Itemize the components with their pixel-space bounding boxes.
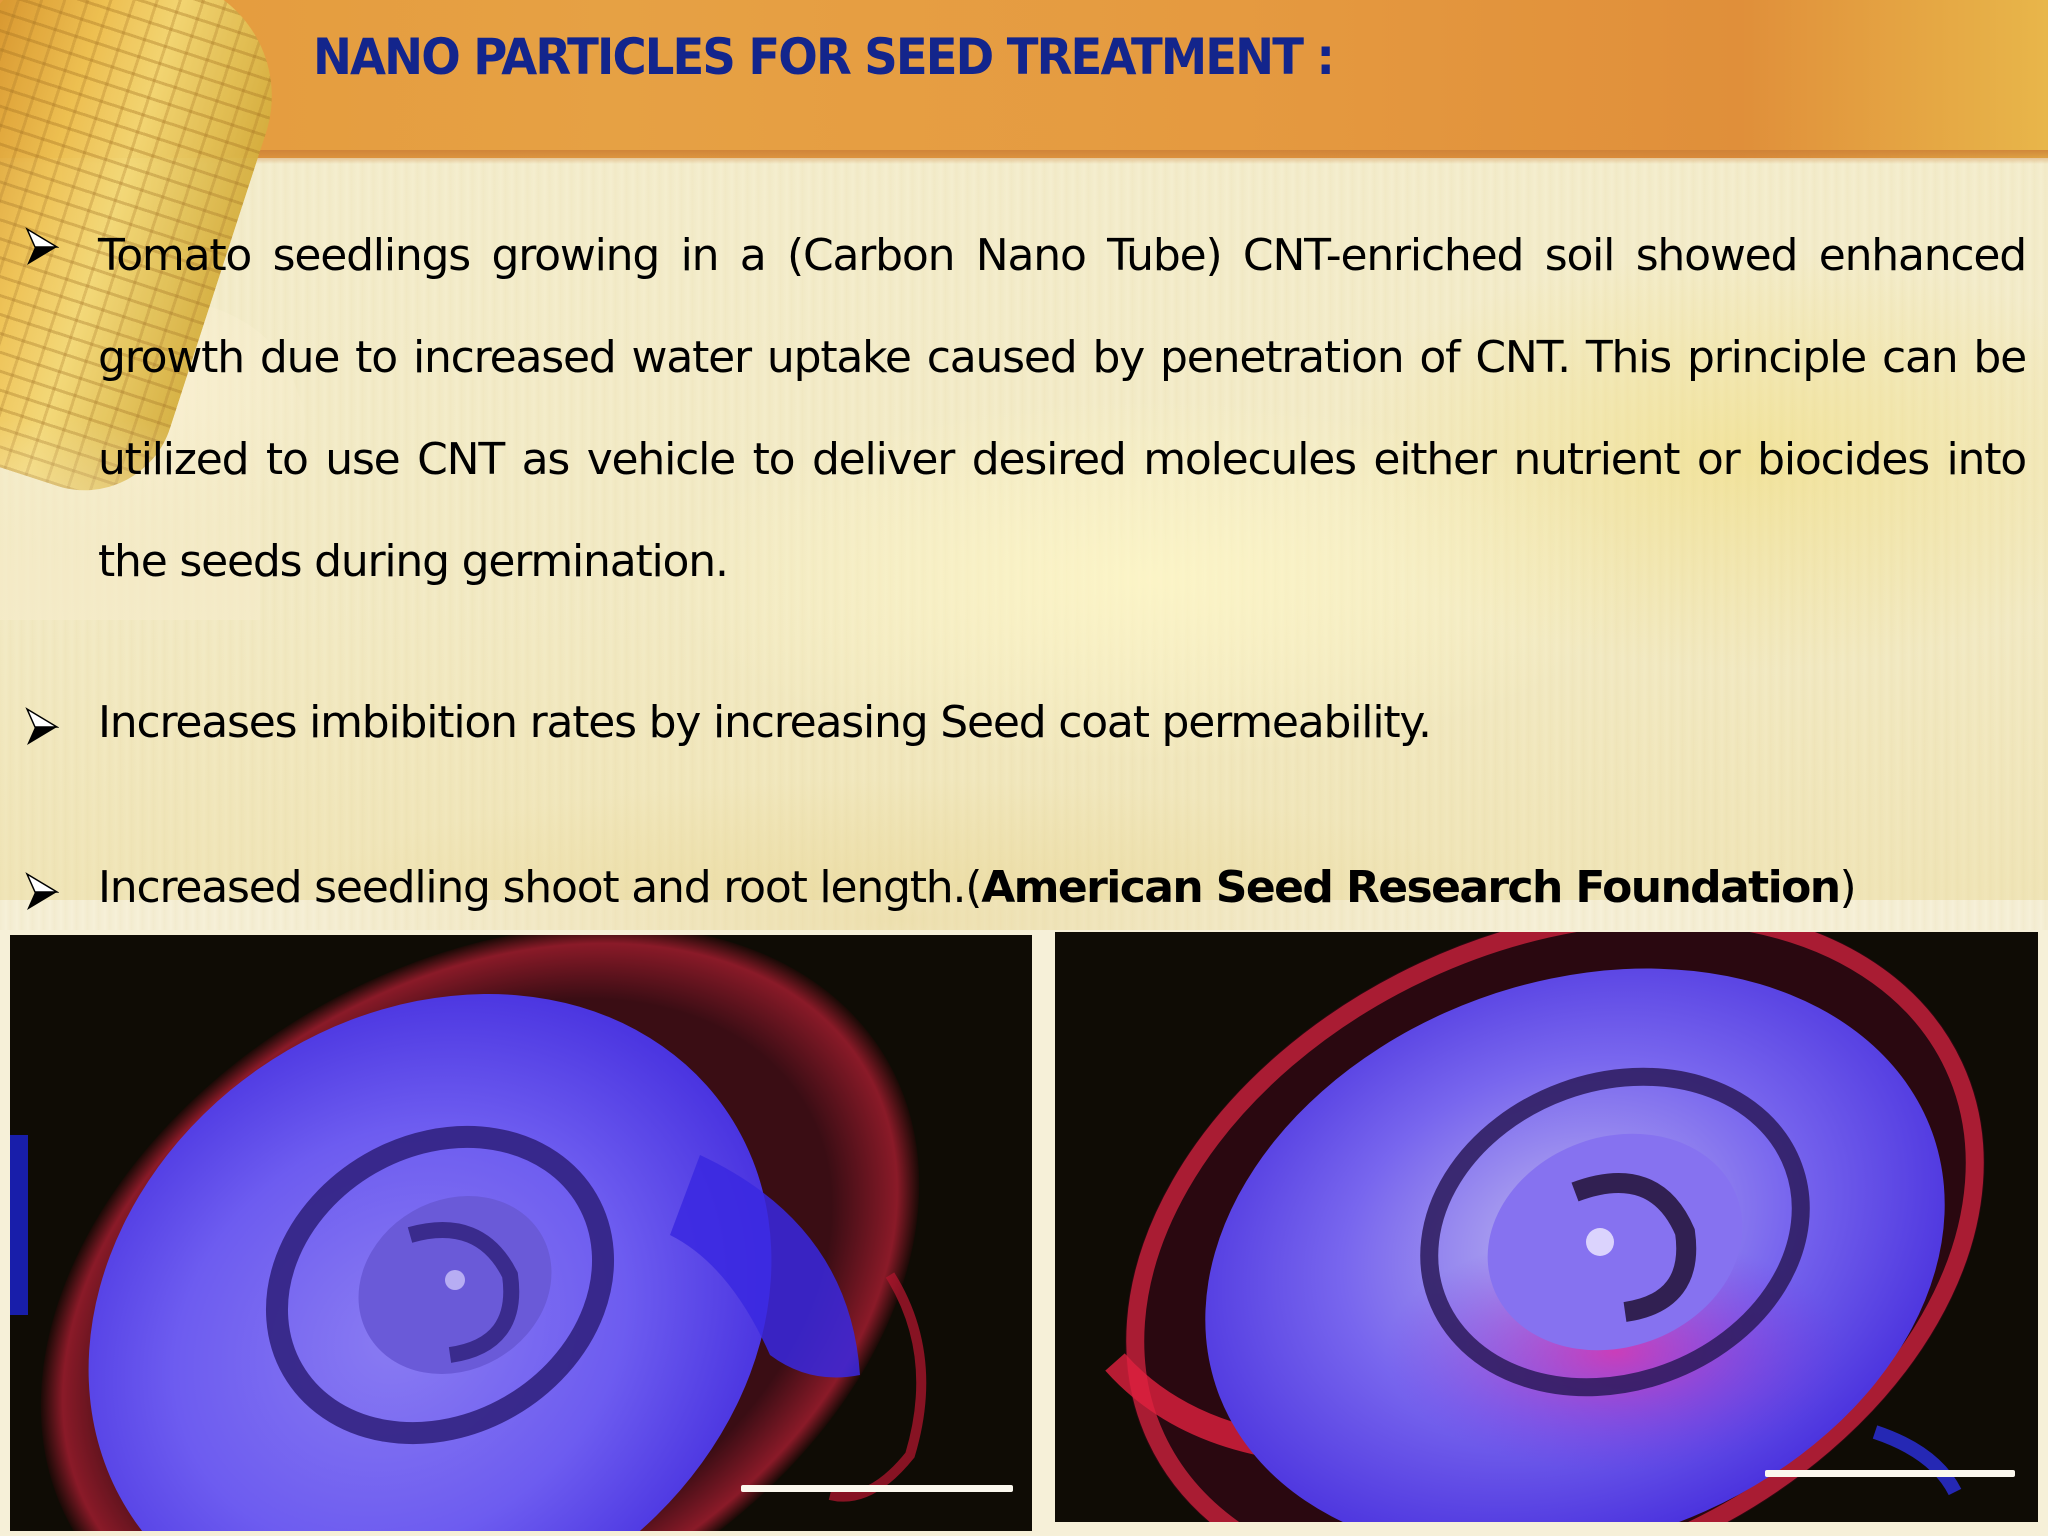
bullet-text: Tomato seedlings growing in a (Carbon Na…	[98, 230, 2027, 587]
citation-source: American Seed Research Foundation	[981, 862, 1841, 913]
header-band-edge	[0, 150, 2048, 164]
seed-micrograph-graphic	[10, 935, 1032, 1531]
bullet-text-close: )	[1839, 862, 1856, 913]
bullet-text: Increases imbibition rates by increasing…	[98, 697, 1432, 748]
bullet-text: Increased seedling shoot and root length…	[98, 850, 2026, 926]
bullet-text-main: Increased seedling shoot and root length…	[98, 862, 982, 913]
header-band	[0, 0, 2048, 158]
tomato-seed-micrograph-control	[10, 935, 1032, 1531]
background-wheat-field	[0, 160, 2048, 930]
corn-fade-decoration	[0, 420, 260, 620]
tomato-seed-micrograph-cnt	[1055, 932, 2038, 1522]
seed-micrograph-graphic	[1055, 932, 2038, 1522]
arrow-bullet-icon	[25, 227, 59, 265]
arrow-bullet-icon	[25, 707, 59, 745]
arrow-bullet-icon	[25, 872, 59, 910]
slide-title: NANO PARTICLES FOR SEED TREATMENT :	[313, 28, 1335, 86]
